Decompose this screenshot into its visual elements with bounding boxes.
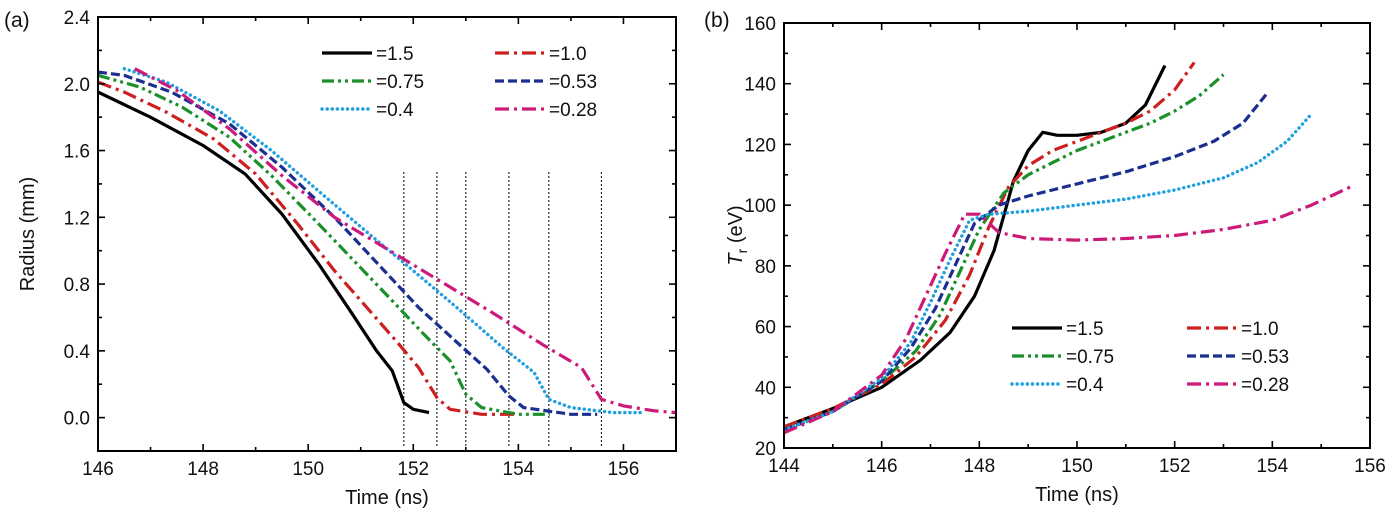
x-tick-label-a: 156 [608, 459, 640, 480]
legend-label-a-1: =1.5 [376, 44, 414, 65]
series-line-a-2 [98, 80, 519, 416]
y-axis-label-b: Tr (eV) [725, 205, 750, 265]
legend-label-a-6: =0.28 [549, 100, 597, 121]
y-tick-label-b: 160 [744, 14, 776, 35]
y-tick-label-b: 120 [744, 135, 776, 156]
legend-label-a-3: =0.75 [376, 72, 424, 93]
y-tick-label-b: 100 [744, 196, 776, 217]
y-tick-label-b: 60 [755, 318, 776, 339]
x-tick-label-a: 154 [503, 459, 535, 480]
x-axis-label-a: Time (ns) [345, 487, 429, 509]
series-line-a-1 [98, 90, 430, 415]
legend-label-a-2: =1.0 [549, 44, 587, 65]
legend-b: =1.5 =1.0 =0.75 =0.53 =0.4 =0.28 [1010, 319, 1289, 396]
series-line-a-6 [134, 67, 676, 415]
series-line-b-1 [784, 64, 1167, 429]
series-line-a-3 [98, 73, 550, 416]
y-axis-label-a: Radius (mm) [17, 177, 39, 291]
series-line-b-5 [784, 112, 1314, 432]
legend-label-a-4: =0.53 [549, 72, 597, 93]
series-line-b-4 [784, 91, 1269, 432]
legend-label-a-5: =0.4 [376, 100, 414, 121]
legend-label-b-4: =0.53 [1241, 347, 1289, 368]
y-tick-label-b: 40 [755, 378, 776, 399]
legend-label-b-2: =1.0 [1241, 319, 1279, 340]
series-line-a-4 [98, 70, 598, 416]
plot-frame-a [97, 16, 677, 452]
x-tick-label-a: 150 [292, 459, 324, 480]
y-tick-label-a: 2.4 [64, 8, 91, 29]
series-line-b-3 [784, 73, 1225, 432]
y-tick-label-a: 1.2 [64, 208, 90, 229]
y-tick-label-b: 80 [755, 257, 776, 278]
y-tick-label-a: 0.8 [64, 275, 90, 296]
y-tick-label-a: 0.0 [64, 409, 90, 430]
x-tick-label-b: 146 [866, 456, 898, 477]
x-tick-label-a: 148 [187, 459, 219, 480]
panel-b: (b) 144 146 148 150 152 154 156 20 40 60 80 100 120 14… [704, 9, 1386, 506]
y-tick-label-b: 140 [744, 75, 776, 96]
x-tick-label-a: 152 [397, 459, 429, 480]
series-group-a [98, 67, 676, 416]
series-line-a-5 [122, 67, 647, 415]
x-tick-label-b: 148 [963, 456, 995, 477]
y-tick-label-b: 20 [755, 439, 776, 460]
y-tick-label-a: 1.6 [64, 142, 90, 163]
x-tick-label-a: 146 [82, 459, 114, 480]
panel-a: (a) 146 148 150 152 154 156 0.0 0.4 0.8 1.2 1.6 2.0 2… [4, 8, 677, 509]
legend-label-b-3: =0.75 [1066, 347, 1114, 368]
series-line-b-2 [784, 61, 1196, 429]
legend-a: =1.5 =1.0 =0.75 =0.53 =0.4 =0.28 [320, 44, 597, 121]
legend-label-b-5: =0.4 [1066, 375, 1104, 396]
y-tick-label-a: 2.0 [64, 75, 90, 96]
x-tick-label-b: 144 [768, 456, 800, 477]
x-tick-label-b: 150 [1061, 456, 1093, 477]
x-tick-label-b: 152 [1159, 456, 1191, 477]
legend-label-b-1: =1.5 [1066, 319, 1104, 340]
series-line-b-6 [784, 185, 1352, 435]
x-tick-label-b: 154 [1256, 456, 1288, 477]
panel-label-b: (b) [704, 9, 730, 32]
legend-label-b-6: =0.28 [1241, 375, 1289, 396]
x-tick-label-b: 156 [1354, 456, 1386, 477]
y-tick-label-a: 0.4 [64, 342, 91, 363]
panel-label-a: (a) [4, 9, 30, 32]
x-axis-label-b: Time (ns) [1035, 484, 1119, 506]
series-group-b [784, 61, 1352, 435]
